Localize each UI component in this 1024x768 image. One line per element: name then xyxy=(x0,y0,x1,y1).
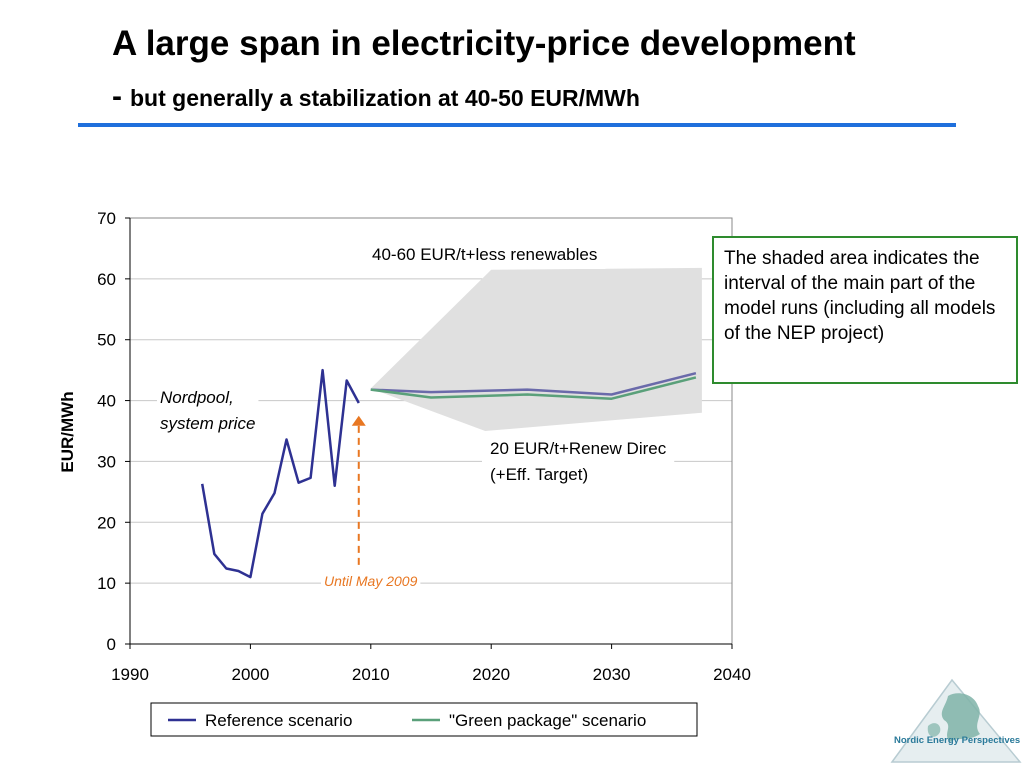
lower-scenario-label: 20 EUR/t+Renew Direc (+Eff. Target) xyxy=(482,435,675,491)
upper-scenario-label: 40-60 EUR/t+less renewables xyxy=(364,241,606,269)
logo-text: Nordic Energy Perspectives xyxy=(894,735,1021,746)
subtitle-dash: - xyxy=(112,80,122,113)
x-tick-label-1990: 1990 xyxy=(111,665,149,684)
x-tick-label-2040: 2040 xyxy=(713,665,751,684)
lower-scenario-label-bg xyxy=(482,435,675,491)
series-line-2 xyxy=(370,376,697,400)
shaded-range-area xyxy=(370,267,702,431)
upper-scenario-label-line-1: 40-60 EUR/t+less renewables xyxy=(372,245,597,264)
slide-subtitle: - but generally a stabilization at 40-50 … xyxy=(112,80,640,114)
slide-title: A large span in electricity-price develo… xyxy=(112,24,856,63)
legend-label-1: "Green package" scenario xyxy=(449,711,646,730)
y-tick-label-60: 60 xyxy=(97,270,116,289)
until-may-label: Until May 2009 xyxy=(321,570,421,598)
legend-label-0: Reference scenario xyxy=(205,711,352,730)
x-tick-label-2000: 2000 xyxy=(231,665,269,684)
y-tick-label-20: 20 xyxy=(97,513,116,532)
until-may-label-line-1: Until May 2009 xyxy=(324,573,418,589)
x-tick-label-2010: 2010 xyxy=(352,665,390,684)
y-tick-label-0: 0 xyxy=(107,635,116,654)
nordpool-label-bg xyxy=(157,384,259,440)
y-tick-label-10: 10 xyxy=(97,574,116,593)
title-underline xyxy=(78,123,956,127)
series-line-0 xyxy=(200,368,360,579)
nordpool-label-line-2: system price xyxy=(160,414,255,433)
y-axis-label: EUR/MWh xyxy=(58,391,77,472)
upper-scenario-label-bg xyxy=(364,241,606,269)
subtitle-text: but generally a stabilization at 40-50 E… xyxy=(130,85,640,111)
series-line-1 xyxy=(370,371,697,396)
y-tick-label-70: 70 xyxy=(97,209,116,228)
until-may-label-bg xyxy=(321,570,421,598)
until-arrow-head xyxy=(351,415,366,426)
y-tick-label-50: 50 xyxy=(97,331,116,350)
x-tick-label-2030: 2030 xyxy=(593,665,631,684)
nordpool-label-line-1: Nordpool, xyxy=(160,388,234,407)
nordic-energy-perspectives-logo xyxy=(890,678,1022,763)
x-tick-label-2020: 2020 xyxy=(472,665,510,684)
nordpool-label: Nordpool, system price xyxy=(157,384,259,440)
lower-scenario-label-line-1: 20 EUR/t+Renew Direc xyxy=(490,439,667,458)
y-tick-label-30: 30 xyxy=(97,452,116,471)
lower-scenario-label-line-2: (+Eff. Target) xyxy=(490,465,588,484)
y-tick-label-40: 40 xyxy=(97,392,116,411)
shaded-area-note: The shaded area indicates the interval o… xyxy=(712,236,1018,384)
